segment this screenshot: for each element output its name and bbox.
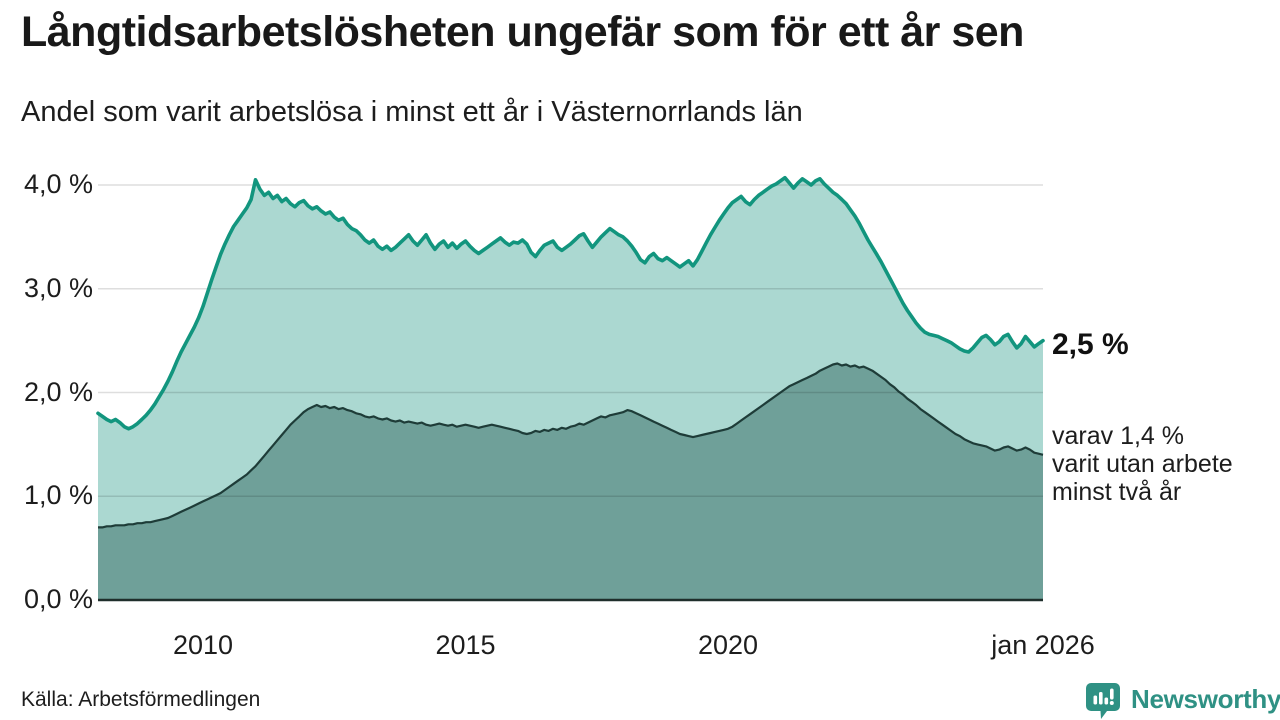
x-axis-label: 2015 [435,630,496,660]
x-axis-label: 2010 [172,630,234,660]
y-axis-label: 4,0 % [24,169,94,199]
page-subtitle: Andel som varit arbetslösa i minst ett å… [21,96,803,128]
y-axis-label: 0,0 % [24,584,94,614]
brand-logo: Newsworthy [1086,682,1280,720]
brand-name: Newsworthy [1131,684,1280,714]
source-credit: Källa: Arbetsförmedlingen [21,688,261,711]
y-axis-label: 3,0 % [24,272,94,303]
series1-line [96,175,1045,431]
x-axis-label: 2020 [697,630,759,660]
newsworthy-icon [1086,683,1120,719]
secondary-series-note: varav 1,4 % varit utan arbete minst två … [1052,422,1233,506]
y-axis-label: 2,0 % [24,376,94,407]
series2-line [98,362,1044,529]
y-axis-label: 1,0 % [24,480,94,511]
page-title: Långtidsarbetslösheten ungefär som för e… [21,8,1024,56]
series2-area-fill [98,363,1043,600]
x-axis-label: jan 2026 [991,630,1095,660]
latest-value-label: 2,5 % [1052,328,1129,361]
